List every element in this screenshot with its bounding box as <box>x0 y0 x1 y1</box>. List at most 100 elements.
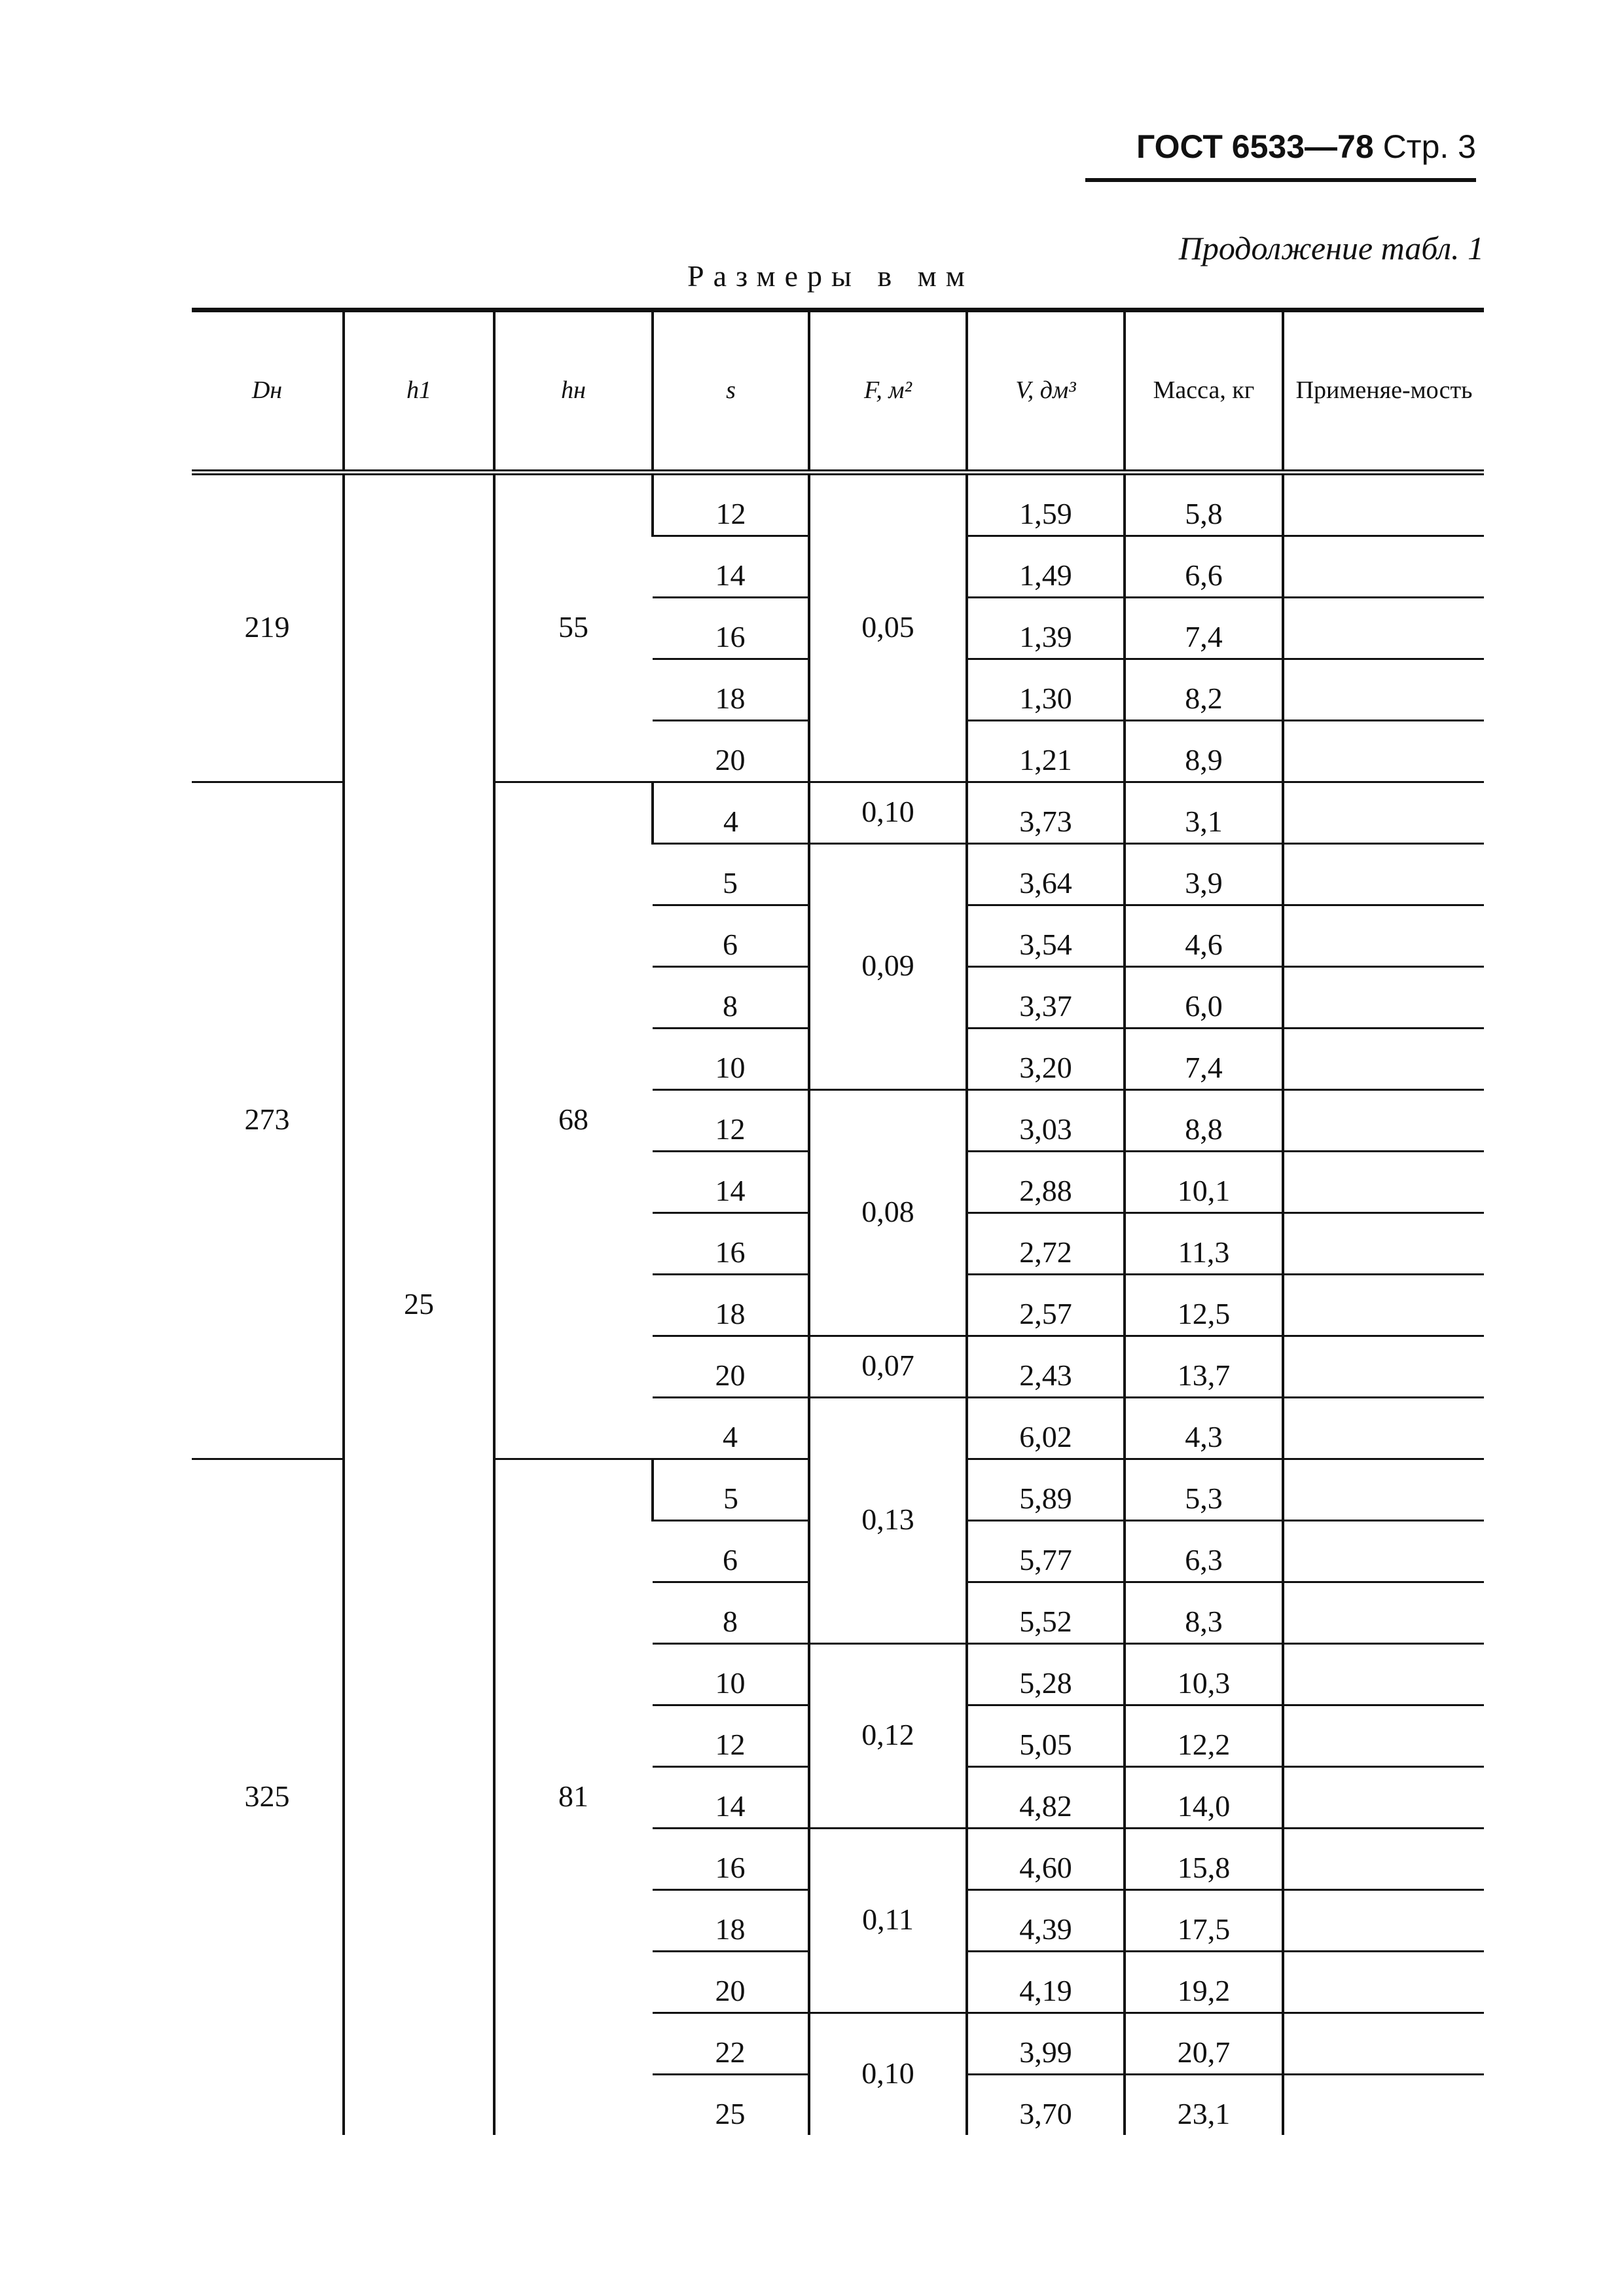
cell-s: 16 <box>653 1828 809 1891</box>
cell-s: 20 <box>653 1336 809 1398</box>
table-row: 18 2,57 12,5 <box>192 1274 1484 1337</box>
cell-s: 10 <box>653 1643 809 1706</box>
cell-mass: 8,3 <box>1123 1582 1283 1645</box>
column-header-V: V, дм³ <box>965 308 1125 475</box>
table-row: 20 0,07 2,43 13,7 <box>192 1336 1484 1398</box>
cell-mass: 7,4 <box>1123 597 1283 660</box>
cell-V: 3,20 <box>965 1028 1125 1091</box>
cell-F: 0,07 <box>808 1336 967 1398</box>
cell-F: 0,05 <box>808 472 967 783</box>
cell-mass: 3,9 <box>1123 843 1283 906</box>
cell-s: 10 <box>653 1028 809 1091</box>
column-header-h1: h1 <box>342 308 494 475</box>
cell-V: 4,39 <box>965 1889 1125 1952</box>
cell-s: 5 <box>651 1459 809 1522</box>
cell-s: 12 <box>653 1705 809 1768</box>
cell-mass: 10,1 <box>1123 1151 1283 1214</box>
table-row: 14 2,88 10,1 <box>192 1151 1484 1214</box>
cell-s: 20 <box>653 720 809 783</box>
cell-use <box>1282 1028 1484 1091</box>
cell-mass: 15,8 <box>1123 1828 1283 1891</box>
cell-use <box>1282 1212 1484 1275</box>
cell-F: 0,08 <box>808 1089 967 1337</box>
table-continuation-label: Продолжение табл. 1 <box>1178 230 1484 266</box>
cell-s: 6 <box>653 905 809 968</box>
cell-use <box>1282 2013 1484 2075</box>
cell-s: 8 <box>653 1582 809 1645</box>
cell-use <box>1282 782 1484 845</box>
cell-s: 12 <box>651 472 809 537</box>
cell-V: 2,43 <box>965 1336 1125 1398</box>
cell-mass: 4,3 <box>1123 1397 1283 1460</box>
column-header-D: Dн <box>192 308 344 475</box>
cell-V: 3,64 <box>965 843 1125 906</box>
table-row: 14 4,82 14,0 <box>192 1766 1484 1829</box>
cell-mass: 5,8 <box>1123 472 1283 537</box>
cell-s: 16 <box>653 1212 809 1275</box>
cell-use <box>1282 1582 1484 1645</box>
table-row: 25 3,70 23,1 <box>192 2074 1484 2135</box>
cell-V: 3,99 <box>965 2013 1125 2075</box>
cell-mass: 13,7 <box>1123 1336 1283 1398</box>
cell-s: 14 <box>653 1766 809 1829</box>
cell-V: 1,59 <box>965 472 1125 537</box>
table-row: 273 68 4 0,10 3,73 3,1 <box>192 782 1484 1460</box>
cell-use <box>1282 1766 1484 1829</box>
table-row: 219 25 55 12 0,05 1,59 5,8 <box>192 472 1484 2135</box>
table-row: 22 0,10 3,99 20,7 <box>192 2013 1484 2135</box>
column-header-hn: hн <box>493 308 653 475</box>
table-row: 4 0,13 6,02 4,3 <box>192 1397 1484 1645</box>
table-row: 5 0,09 3,64 3,9 <box>192 843 1484 1091</box>
cell-mass: 6,6 <box>1123 536 1283 598</box>
column-header-mass: Масса, кг <box>1123 308 1283 475</box>
table-row: 8 5,52 8,3 <box>192 1582 1484 1645</box>
cell-V: 1,49 <box>965 536 1125 598</box>
table-row: 16 2,72 11,3 <box>192 1212 1484 1275</box>
table-row: 16 0,11 4,60 15,8 <box>192 1828 1484 2014</box>
cell-D: 219 <box>192 472 344 783</box>
cell-s: 22 <box>653 2013 809 2075</box>
table-row: 12 5,05 12,2 <box>192 1705 1484 1768</box>
cell-use <box>1282 2074 1484 2135</box>
cell-s: 8 <box>653 966 809 1029</box>
cell-hn: 68 <box>493 782 653 1460</box>
cell-s: 12 <box>653 1089 809 1152</box>
cell-V: 5,05 <box>965 1705 1125 1768</box>
cell-use <box>1282 1274 1484 1337</box>
cell-hn: 55 <box>493 472 653 783</box>
cell-mass: 20,7 <box>1123 2013 1283 2075</box>
cell-mass: 4,6 <box>1123 905 1283 968</box>
cell-s: 14 <box>653 1151 809 1214</box>
units-caption: Размеры в мм <box>687 259 974 293</box>
cell-mass: 12,2 <box>1123 1705 1283 1768</box>
cell-mass: 8,8 <box>1123 1089 1283 1152</box>
cell-V: 4,82 <box>965 1766 1125 1829</box>
cell-mass: 10,3 <box>1123 1643 1283 1706</box>
table-row: 20 4,19 19,2 <box>192 1951 1484 2014</box>
cell-hn: 81 <box>493 1459 653 2135</box>
cell-V: 5,77 <box>965 1520 1125 1583</box>
cell-mass: 23,1 <box>1123 2074 1283 2135</box>
cell-V: 2,72 <box>965 1212 1125 1275</box>
cell-F: 0,12 <box>808 1643 967 1829</box>
cell-F: 0,10 <box>808 782 967 845</box>
cell-V: 1,39 <box>965 597 1125 660</box>
cell-mass: 14,0 <box>1123 1766 1283 1829</box>
cell-use <box>1282 472 1484 537</box>
table-row: 16 1,39 7,4 <box>192 597 1484 660</box>
table-row: 12 0,08 3,03 8,8 <box>192 1089 1484 1337</box>
cell-F: 0,11 <box>808 1828 967 2014</box>
cell-use <box>1282 843 1484 906</box>
table-row: 8 3,37 6,0 <box>192 966 1484 1029</box>
cell-s: 16 <box>653 597 809 660</box>
cell-s: 25 <box>715 2097 746 2130</box>
cell-V: 4,60 <box>965 1828 1125 1891</box>
cell-mass: 19,2 <box>1123 1951 1283 2014</box>
cell-V: 3,54 <box>965 905 1125 968</box>
cell-V: 5,52 <box>965 1582 1125 1645</box>
cell-F: 0,10 <box>808 2013 967 2135</box>
cell-mass: 12,5 <box>1123 1274 1283 1337</box>
table-row: 6 3,54 4,6 <box>192 905 1484 968</box>
cell-s: 4 <box>651 782 809 845</box>
cell-V: 3,03 <box>965 1089 1125 1152</box>
